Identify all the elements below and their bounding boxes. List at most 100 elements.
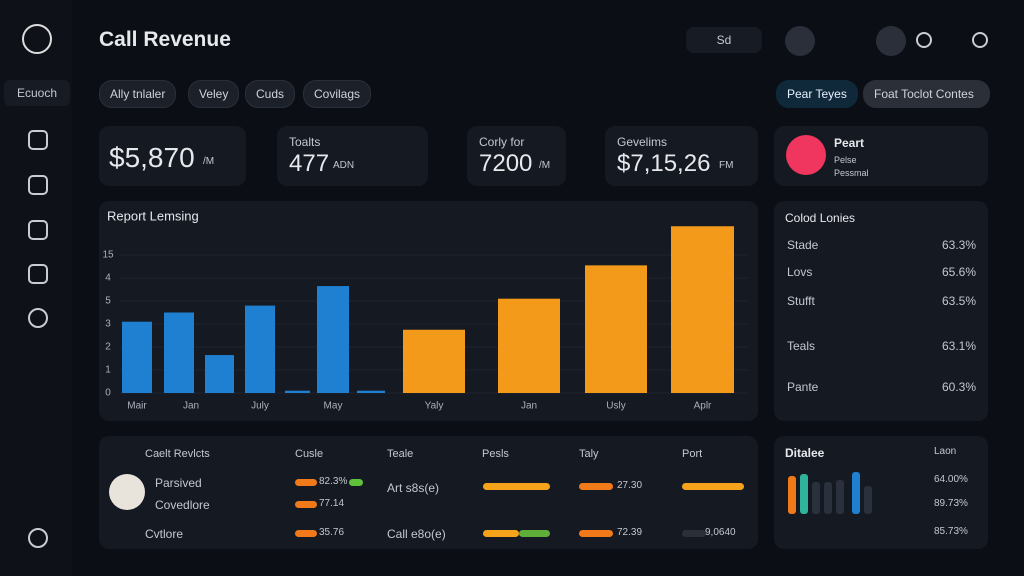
nav-icon[interactable]: [28, 175, 48, 195]
progress: [295, 479, 317, 486]
mini-value: 89.73%: [934, 498, 968, 509]
kpi-unit: ADN: [333, 160, 355, 171]
bar: [317, 286, 349, 393]
column-header: Cusle: [295, 448, 324, 460]
filter-chip[interactable]: Covilags: [303, 80, 372, 108]
progress: [519, 530, 550, 537]
icon-button[interactable]: [972, 32, 988, 48]
profile-line: Pelse: [834, 155, 857, 165]
mini-value: 64.00%: [934, 474, 968, 485]
mini-bar: [864, 486, 872, 514]
column-header: Pesls: [482, 448, 509, 460]
kpi-card: Gevelims $7,15,26 FM: [605, 126, 758, 186]
table-card: Caelt Revlcts Cusle Teale Pesls Taly Por…: [99, 436, 758, 549]
filter-chip[interactable]: Cuds: [245, 80, 296, 108]
kpi-card: Corly for 7200 /M: [467, 126, 566, 186]
kpi-value: 477: [289, 150, 330, 177]
action-button[interactable]: Foat Toclot Contes: [863, 80, 990, 108]
nav-icon[interactable]: [28, 130, 48, 150]
bar: [357, 390, 385, 393]
progress: [295, 530, 317, 537]
list-value: 65.6%: [942, 265, 977, 279]
bar: [671, 226, 734, 393]
y-tick-label: 4: [105, 273, 111, 284]
logo[interactable]: [22, 24, 52, 54]
chart-title: Report Lemsing: [107, 208, 199, 223]
avatar: [109, 474, 145, 510]
bar: [498, 298, 560, 393]
filter-chip[interactable]: Veley: [188, 80, 240, 108]
icon-button[interactable]: [876, 26, 906, 56]
mini-bar: [800, 474, 808, 514]
list-label: Stade: [787, 238, 819, 252]
mini-menu[interactable]: Laon: [934, 446, 957, 457]
mini-value: 85.73%: [934, 526, 968, 537]
nav-icon[interactable]: [28, 264, 48, 284]
mini-title: Ditalee: [785, 446, 825, 460]
dropdown[interactable]: Sd: [686, 27, 762, 53]
progress: [682, 483, 744, 490]
y-tick-label: 15: [102, 250, 114, 261]
mini-bar: [836, 480, 844, 514]
progress: [682, 530, 706, 537]
bar: [205, 355, 234, 393]
cell: Covedlore: [155, 498, 210, 512]
y-tick-label: 2: [105, 342, 111, 353]
y-tick-label: 5: [105, 296, 111, 307]
list-label: Stufft: [787, 294, 815, 308]
profile-line: Pessmal: [834, 168, 869, 178]
avatar: [786, 135, 826, 175]
kpi-label: Toalts: [289, 135, 321, 149]
column-header: Taly: [579, 448, 599, 460]
table-title: Caelt Revlcts: [145, 448, 210, 460]
filter-chip[interactable]: Ally tnlaler: [99, 80, 177, 108]
list-value: 63.1%: [942, 339, 977, 353]
cell: Cvtlore: [145, 527, 184, 541]
progress: [295, 501, 317, 508]
cell: 77.14: [319, 498, 345, 509]
bar: [164, 312, 194, 393]
cell: 82.3%: [319, 476, 348, 487]
nav-icon[interactable]: [28, 308, 48, 328]
cell: Call e8o(e): [387, 527, 446, 541]
mini-bar: [788, 476, 796, 514]
icon-button[interactable]: [916, 32, 932, 48]
chart-card: Report Lemsing 0 1 2 3 5 4 15 Mair Jan July May Yal…: [99, 201, 758, 421]
kpi-value: 7200: [479, 150, 533, 177]
bar: [585, 265, 647, 393]
progress: [349, 479, 363, 486]
mini-bar: [812, 482, 820, 514]
x-tick-label: Jan: [521, 401, 537, 412]
chart: Report Lemsing 0 1 2 3 5 4 15 Mair Jan July May Yal…: [102, 208, 749, 412]
list-title: Colod Lonies: [785, 211, 856, 225]
x-tick-label: July: [251, 401, 269, 412]
x-tick-label: Aplr: [694, 401, 712, 412]
kpi-unit: FM: [719, 160, 734, 171]
progress: [579, 530, 613, 537]
list-label: Pante: [787, 380, 819, 394]
cell: 9,0640: [705, 527, 736, 538]
kpi-unit: /M: [203, 156, 215, 167]
cell: 72.39: [617, 527, 643, 538]
list-label: Lovs: [787, 265, 813, 279]
action-button[interactable]: Pear Teyes: [776, 80, 858, 108]
nav-icon[interactable]: [28, 220, 48, 240]
search[interactable]: Ecuoch: [4, 80, 70, 106]
nav-icon[interactable]: [28, 528, 48, 548]
list-value: 60.3%: [942, 380, 977, 394]
icon-button[interactable]: [785, 26, 815, 56]
profile-name: Peart: [834, 136, 865, 150]
progress: [579, 483, 613, 490]
column-header: Port: [682, 448, 703, 460]
mini-card: Ditalee Laon 64.00% 89.73% 85.73%: [774, 436, 988, 549]
list-value: 63.5%: [942, 294, 977, 308]
kpi-label: Gevelims: [617, 135, 668, 149]
page-title: Call Revenue: [99, 28, 231, 51]
bar: [245, 305, 275, 393]
progress: [483, 483, 550, 490]
progress: [483, 530, 519, 537]
x-tick-label: Jan: [183, 401, 199, 412]
kpi-label: Corly for: [479, 135, 525, 149]
cell: Parsived: [155, 476, 202, 490]
